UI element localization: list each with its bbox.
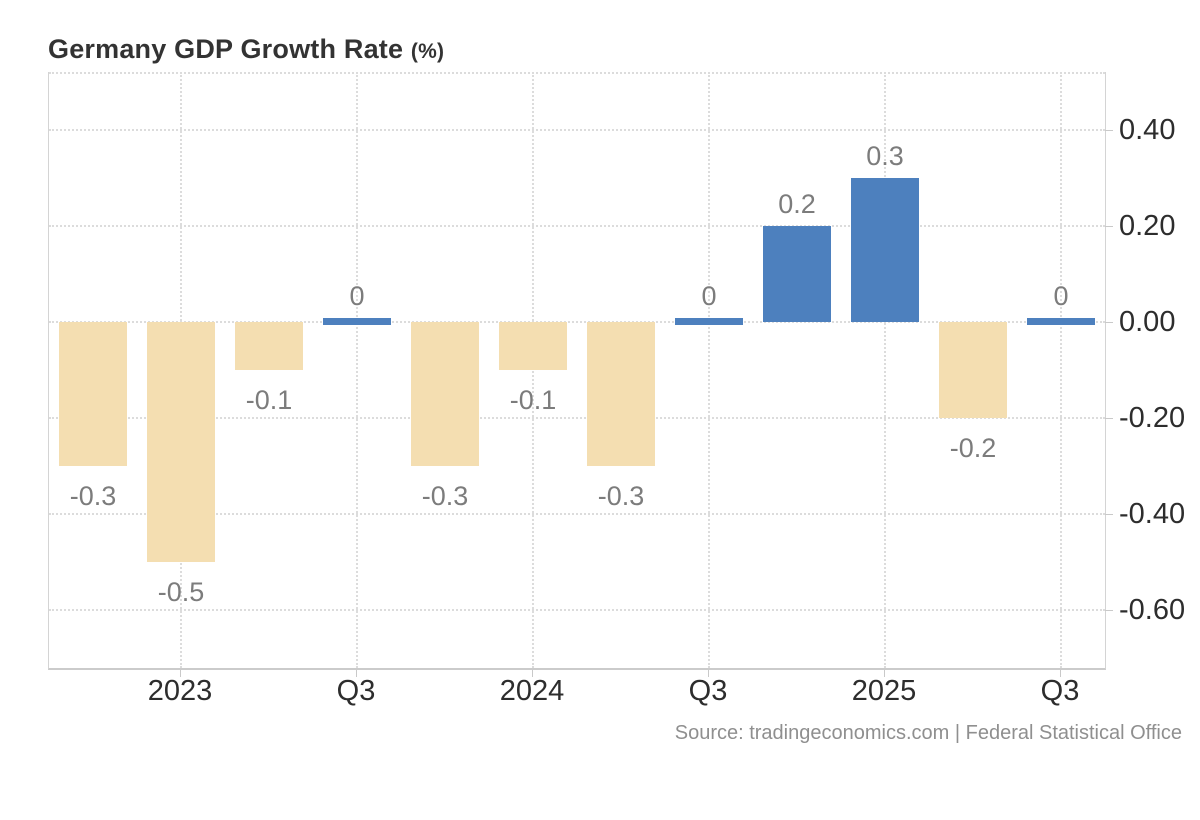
bar-value-label: 0 bbox=[701, 281, 717, 311]
chart-title-text: Germany GDP Growth Rate bbox=[48, 34, 404, 64]
y-axis-tick-label: -0.40 bbox=[1119, 498, 1186, 530]
x-axis-tick-label: Q3 bbox=[336, 675, 376, 707]
gridline-horizontal bbox=[49, 513, 1105, 515]
x-axis-tick-label: 2025 bbox=[851, 675, 917, 707]
x-axis-tick-mark bbox=[708, 670, 709, 677]
gridline-horizontal bbox=[49, 321, 1105, 323]
bar[interactable] bbox=[587, 322, 655, 466]
bar-value-label: 0.2 bbox=[778, 189, 816, 219]
bar-value-label: -0.5 bbox=[157, 577, 205, 607]
bar-value-label: -0.3 bbox=[421, 481, 469, 511]
x-axis-tick-mark bbox=[532, 670, 533, 677]
bar-value-label: -0.1 bbox=[509, 385, 557, 415]
bar[interactable] bbox=[59, 322, 127, 466]
x-axis-tick-mark bbox=[884, 670, 885, 677]
y-axis-tick-mark bbox=[1105, 610, 1113, 611]
bar[interactable] bbox=[499, 322, 567, 370]
bar[interactable] bbox=[939, 322, 1007, 418]
chart-title-unit: (%) bbox=[410, 40, 445, 63]
gridline-vertical bbox=[532, 72, 534, 668]
source-credit: Source: tradingeconomics.com | Federal S… bbox=[674, 722, 1182, 744]
x-axis-tick-mark bbox=[356, 670, 357, 677]
bar[interactable] bbox=[147, 322, 215, 562]
x-axis-tick-label: Q3 bbox=[688, 675, 728, 707]
bar-value-label: -0.3 bbox=[597, 481, 645, 511]
y-axis-tick-label: 0.00 bbox=[1119, 306, 1176, 338]
y-axis-tick-mark bbox=[1105, 322, 1113, 323]
bar[interactable] bbox=[675, 318, 743, 325]
y-axis-tick-mark bbox=[1105, 514, 1113, 515]
x-axis-tick-label: Q3 bbox=[1040, 675, 1080, 707]
bar-value-label: -0.2 bbox=[949, 433, 997, 463]
y-axis-tick-mark bbox=[1105, 130, 1113, 131]
x-axis-tick-mark bbox=[1060, 670, 1061, 677]
gridline-vertical bbox=[884, 72, 886, 668]
bar[interactable] bbox=[851, 178, 919, 322]
bar[interactable] bbox=[323, 318, 391, 325]
gridline-vertical bbox=[1060, 72, 1062, 668]
bar[interactable] bbox=[763, 226, 831, 322]
gridline-horizontal bbox=[49, 129, 1105, 131]
bar-value-label: 0.3 bbox=[866, 141, 904, 171]
bar-value-label: 0 bbox=[1053, 281, 1069, 311]
x-axis-tick-label: 2024 bbox=[499, 675, 565, 707]
y-axis-tick-label: 0.20 bbox=[1119, 210, 1176, 242]
y-axis-tick-mark bbox=[1105, 226, 1113, 227]
bar-value-label: 0 bbox=[349, 281, 365, 311]
chart-title: Germany GDP Growth Rate (%) bbox=[48, 34, 444, 65]
gridline-horizontal bbox=[49, 417, 1105, 419]
bar[interactable] bbox=[235, 322, 303, 370]
x-axis-tick-mark bbox=[180, 670, 181, 677]
y-axis-tick-mark bbox=[1105, 418, 1113, 419]
gridline-horizontal bbox=[49, 72, 1105, 74]
bar[interactable] bbox=[411, 322, 479, 466]
gridline-horizontal bbox=[49, 225, 1105, 227]
plot-area: -0.3 -0.5 -0.1 0 -0.3 -0.1 -0.3 0 0.2 0.3 -0.2 0 bbox=[48, 72, 1106, 670]
y-axis-tick-label: -0.20 bbox=[1119, 402, 1186, 434]
x-axis-tick-label: 2023 bbox=[147, 675, 213, 707]
bar-value-label: -0.1 bbox=[245, 385, 293, 415]
bar[interactable] bbox=[1027, 318, 1095, 325]
gridline-vertical bbox=[356, 72, 358, 668]
y-axis-tick-label: -0.60 bbox=[1119, 594, 1186, 626]
y-axis-tick-label: 0.40 bbox=[1119, 114, 1176, 146]
gridline-vertical bbox=[708, 72, 710, 668]
gridline-horizontal bbox=[49, 609, 1105, 611]
bar-value-label: -0.3 bbox=[69, 481, 117, 511]
